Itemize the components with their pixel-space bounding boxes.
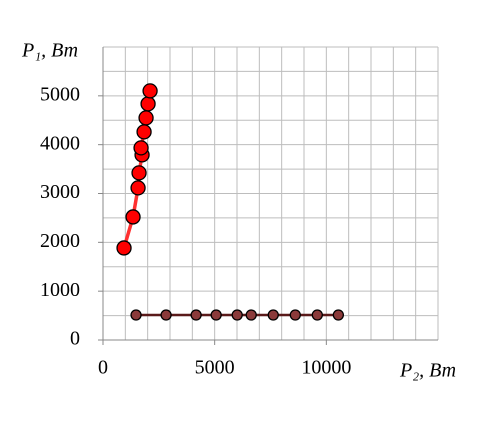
y-tick-label: 4000 (40, 132, 80, 154)
y-tick-label: 2000 (40, 230, 80, 252)
data-point (136, 124, 152, 140)
x-tick-label: 10000 (301, 357, 351, 379)
data-point (130, 309, 142, 321)
y-tick-label: 1000 (40, 279, 80, 301)
data-point (130, 180, 146, 196)
x-tick-label: 0 (98, 357, 108, 379)
data-point (133, 140, 149, 156)
y-tick-label: 5000 (40, 83, 80, 105)
data-point (210, 309, 222, 321)
data-point (332, 309, 344, 321)
data-point (190, 309, 202, 321)
data-point (131, 165, 147, 181)
data-point (138, 110, 154, 126)
data-point (245, 309, 257, 321)
y-tick-label: 3000 (40, 181, 80, 203)
data-point (116, 240, 132, 256)
x-tick-label: 5000 (195, 357, 235, 379)
x-axis-title: P₂, Вт (399, 360, 456, 382)
y-axis-title: P₁, Вт (21, 40, 78, 62)
data-point (142, 83, 158, 99)
data-point (160, 309, 172, 321)
data-point (289, 309, 301, 321)
data-point (267, 309, 279, 321)
data-point (311, 309, 323, 321)
data-point (140, 96, 156, 112)
data-point (231, 309, 243, 321)
data-point (125, 209, 141, 225)
y-tick-label: 0 (70, 328, 80, 350)
